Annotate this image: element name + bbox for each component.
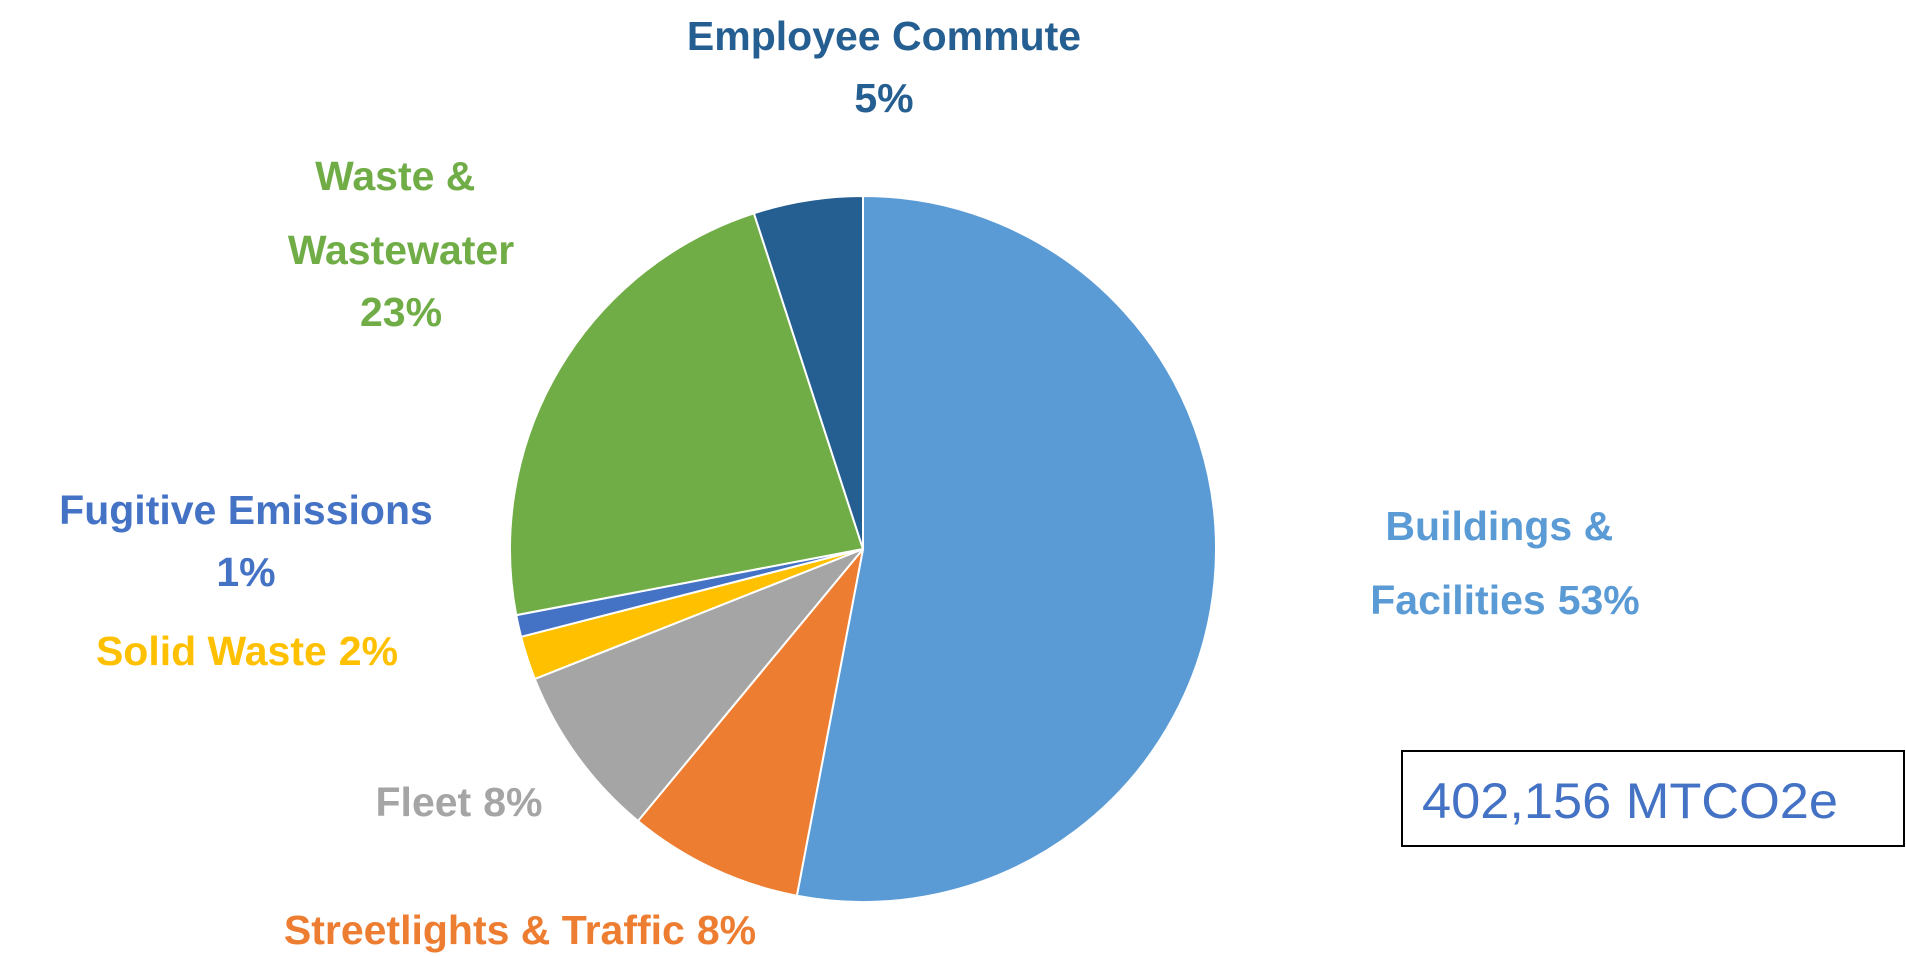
value-label: 23% bbox=[360, 289, 442, 335]
label-line: Streetlights & Traffic bbox=[284, 907, 685, 953]
slice-label: Streetlights & Traffic 8% bbox=[284, 907, 756, 953]
slice-label: Waste & Wastewater 23% bbox=[288, 153, 514, 335]
label-line: Buildings & bbox=[1385, 503, 1624, 549]
pie-slice bbox=[795, 194, 1217, 903]
value-label: 2% bbox=[339, 628, 398, 674]
pie-slice bbox=[533, 548, 864, 823]
slice-label: Employee Commute 5% bbox=[687, 13, 1081, 121]
value-label: 5% bbox=[854, 75, 913, 121]
slice-label: Buildings & Facilities 53% bbox=[1370, 503, 1640, 623]
category-label: Employee Commute bbox=[687, 13, 1081, 59]
category-label: Fleet bbox=[376, 779, 472, 825]
value-label: 8% bbox=[483, 779, 542, 825]
annotation-box bbox=[1401, 750, 1905, 847]
label-line: Wastewater bbox=[288, 227, 514, 273]
label-line: Waste & bbox=[315, 153, 487, 199]
category-label: Solid Waste bbox=[96, 628, 327, 674]
category-label: Waste & Wastewater bbox=[288, 153, 514, 273]
slice-label: Fleet 8% bbox=[376, 779, 543, 825]
label-line: Fleet bbox=[376, 779, 472, 825]
pie-slice bbox=[509, 212, 865, 617]
label-line: Fugitive Emissions bbox=[59, 487, 433, 533]
value-label: 8% bbox=[697, 907, 756, 953]
category-label: Fugitive Emissions bbox=[59, 487, 433, 533]
slice-label: Solid Waste 2% bbox=[96, 628, 398, 674]
slice-label: Fugitive Emissions 1% bbox=[59, 487, 433, 595]
annotation: 402,156 MTCO2e bbox=[1422, 773, 1838, 829]
pie-slice bbox=[636, 548, 864, 897]
pie-slice bbox=[752, 194, 864, 550]
label-line: Solid Waste bbox=[96, 628, 327, 674]
label-line: Employee Commute bbox=[687, 13, 1081, 59]
category-label: Buildings & Facilities bbox=[1370, 503, 1624, 623]
category-label: Streetlights & Traffic bbox=[284, 907, 685, 953]
value-label: 1% bbox=[216, 549, 275, 595]
value-label: 53% bbox=[1558, 577, 1640, 623]
label-line: Facilities bbox=[1370, 577, 1545, 623]
